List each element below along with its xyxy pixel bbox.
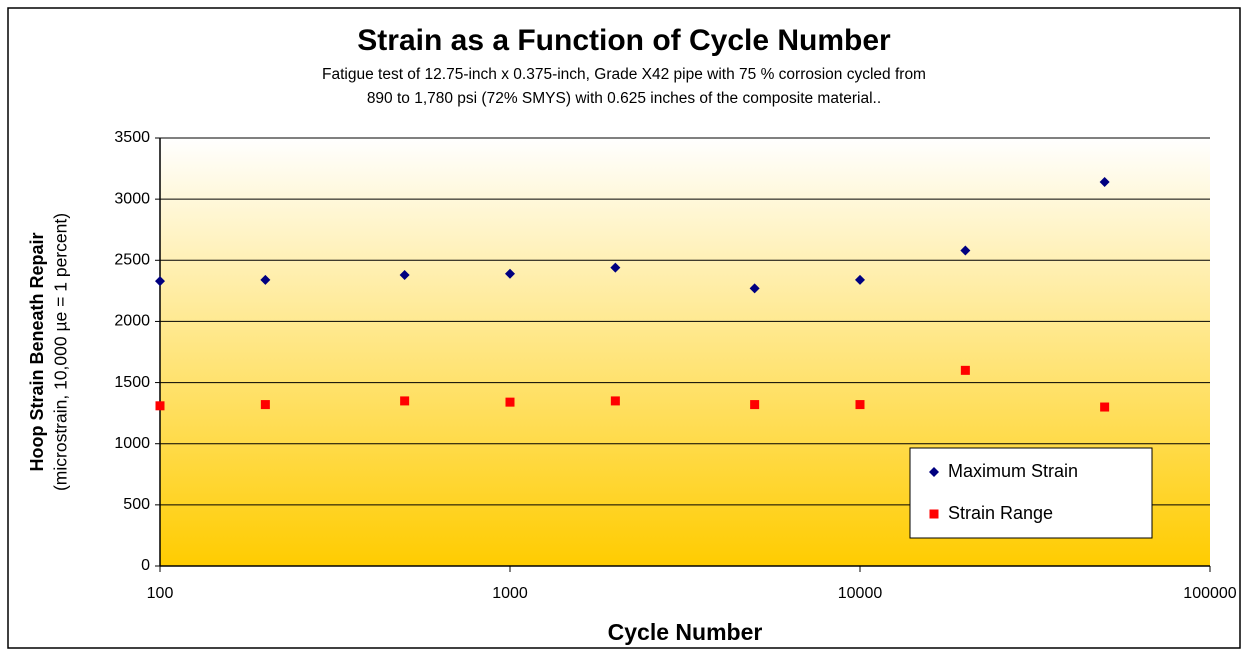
data-point	[960, 365, 970, 375]
data-point	[505, 397, 515, 407]
legend-swatch	[929, 467, 939, 477]
data-point	[610, 262, 621, 273]
data-point	[1099, 177, 1110, 188]
data-point	[855, 400, 865, 410]
y-tick-label: 0	[141, 557, 150, 574]
data-point	[749, 283, 760, 294]
chart-subtitle: Fatigue test of 12.75-inch x 0.375-inch,…	[322, 66, 926, 83]
data-point	[960, 245, 971, 256]
y-tick-label: 3000	[114, 190, 150, 207]
data-point	[260, 400, 270, 410]
chart-subtitle: 890 to 1,780 psi (72% SMYS) with 0.625 i…	[367, 90, 881, 107]
y-axis-sublabel: (microstrain, 10,000 µe = 1 percent)	[51, 213, 71, 491]
x-tick-label: 100000	[1183, 585, 1236, 602]
data-point	[750, 400, 760, 410]
x-tick-label: 100	[147, 585, 174, 602]
y-tick-label: 1500	[114, 374, 150, 391]
data-point	[610, 396, 620, 406]
data-point	[505, 268, 515, 279]
legend-label: Strain Range	[948, 503, 1053, 523]
data-point	[1100, 402, 1110, 412]
data-point	[855, 274, 865, 285]
x-tick-label: 1000	[492, 585, 528, 602]
legend-box	[909, 447, 1153, 539]
data-point	[260, 274, 271, 285]
data-point	[155, 276, 165, 287]
legend-swatch	[929, 509, 939, 519]
x-tick-label: 10000	[838, 585, 883, 602]
chart-title: Strain as a Function of Cycle Number	[357, 24, 891, 57]
y-tick-label: 500	[123, 496, 150, 513]
data-point	[399, 269, 410, 280]
y-tick-label: 3500	[114, 129, 150, 146]
y-tick-label: 1000	[114, 435, 150, 452]
legend-label: Maximum Strain	[948, 461, 1078, 481]
data-point	[400, 396, 410, 406]
y-tick-label: 2500	[114, 252, 150, 269]
data-point	[155, 401, 165, 411]
y-tick-label: 2000	[114, 313, 150, 330]
x-axis-label: Cycle Number	[608, 619, 763, 645]
y-axis-label: Hoop Strain Beneath Repair	[27, 232, 47, 471]
